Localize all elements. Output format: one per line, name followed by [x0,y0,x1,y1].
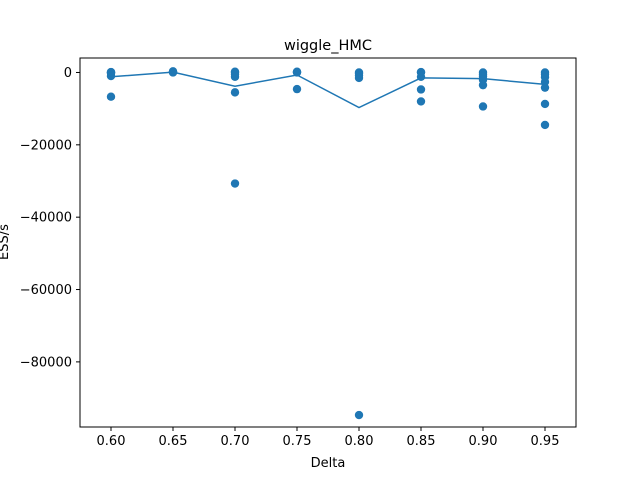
scatter-point [292,84,302,94]
x-tick-label: 0.60 [97,434,126,449]
scatter-point [478,102,488,111]
scatter-point [230,179,240,188]
y-tick-label: −20000 [20,138,72,153]
x-axis: 0.60 0.65 0.70 0.75 0.80 0.85 0.90 0.95 [97,427,560,449]
y-tick-label: −60000 [20,283,72,298]
scatter-point [292,67,302,76]
scatter-point [106,68,116,77]
y-tick-label: −40000 [20,211,72,226]
axes-frame [79,57,577,428]
scatter-point [106,92,116,101]
x-axis-label: Delta [311,456,346,471]
scatter-point [354,410,364,420]
y-axis: 0 −20000 −40000 −60000 −80000 [20,66,80,370]
chart-title: wiggle_HMC [284,38,372,54]
scatter-point [540,83,550,92]
mean-line [110,71,546,109]
scatter-point [416,85,426,94]
scatter-point [230,72,240,82]
x-tick-label: 0.65 [159,434,188,449]
y-axis-label: ESS/s [0,224,12,260]
y-tick-label: −80000 [20,355,72,370]
scatter-point [168,67,178,77]
scatter-point [540,77,550,87]
x-tick-label: 0.90 [469,434,498,449]
scatter-point [540,99,550,109]
x-tick-label: 0.75 [283,434,312,449]
scatter-point [354,73,364,83]
scatter-point [416,72,426,82]
x-tick-label: 0.95 [531,434,560,449]
x-tick-label: 0.80 [345,434,374,449]
y-tick-label: 0 [64,66,72,81]
plot-area [106,67,550,420]
scatter-point [540,120,550,130]
scatter-point [230,88,240,97]
scatter-point [478,80,488,90]
x-tick-label: 0.85 [407,434,436,449]
x-tick-label: 0.70 [221,434,250,449]
scatter-point [416,97,426,106]
